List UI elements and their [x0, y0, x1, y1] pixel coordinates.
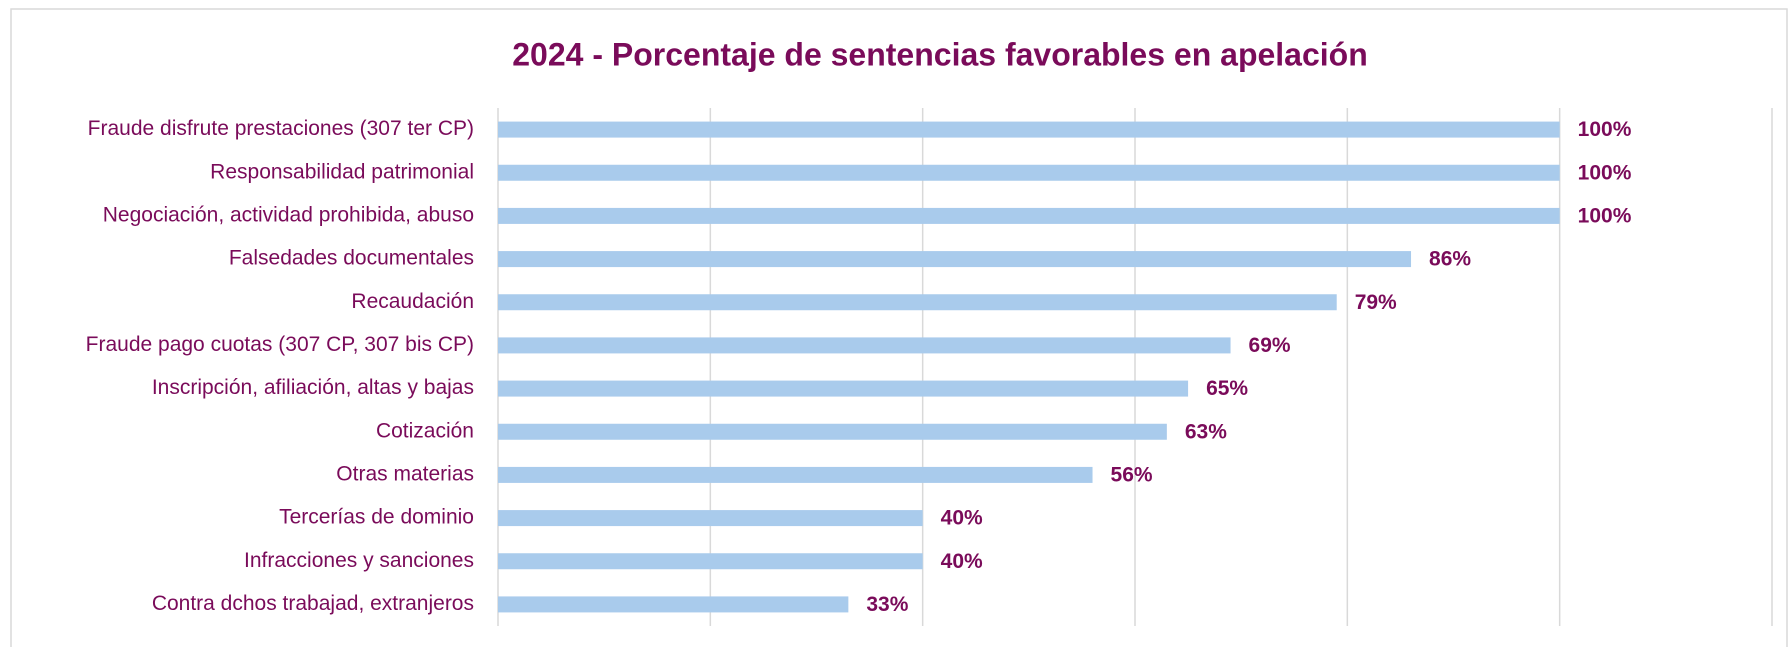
- bar: [498, 337, 1231, 354]
- bar: [498, 164, 1560, 181]
- value-label: 33%: [866, 593, 908, 616]
- bar: [498, 121, 1560, 138]
- bar: [498, 466, 1093, 483]
- category-label: Negociación, actividad prohibida, abuso: [103, 203, 474, 226]
- chart-title: 2024 - Porcentaje de sentencias favorabl…: [512, 36, 1368, 72]
- value-label: 86%: [1429, 248, 1471, 271]
- category-label: Fraude pago cuotas (307 CP, 307 bis CP): [86, 333, 474, 356]
- bar: [498, 294, 1337, 311]
- category-label: Infracciones y sanciones: [244, 549, 474, 572]
- bar: [498, 510, 923, 527]
- category-label: Cotización: [376, 419, 474, 442]
- value-label: 100%: [1578, 204, 1632, 227]
- bar: [498, 553, 923, 570]
- value-label: 40%: [941, 507, 983, 530]
- category-label: Inscripción, afiliación, altas y bajas: [152, 376, 474, 399]
- value-label: 69%: [1249, 334, 1291, 357]
- value-label: 100%: [1578, 161, 1632, 184]
- category-label: Tercerías de dominio: [279, 506, 474, 529]
- value-label: 63%: [1185, 420, 1227, 443]
- bar: [498, 596, 849, 613]
- category-label: Otras materias: [336, 462, 474, 485]
- category-label: Fraude disfrute prestaciones (307 ter CP…: [88, 117, 474, 140]
- category-label: Falsedades documentales: [229, 247, 474, 270]
- category-label: Contra dchos trabajad, extranjeros: [152, 592, 474, 615]
- value-label: 65%: [1206, 377, 1248, 400]
- category-label: Recaudación: [351, 290, 474, 313]
- value-label: 100%: [1578, 118, 1632, 141]
- value-label: 40%: [941, 550, 983, 573]
- value-label: 56%: [1111, 463, 1153, 486]
- chart-frame: [10, 8, 1788, 652]
- bar: [498, 423, 1167, 440]
- value-label: 79%: [1355, 291, 1397, 314]
- bar: [498, 380, 1189, 397]
- bar: [498, 251, 1412, 268]
- category-label: Responsabilidad patrimonial: [210, 160, 474, 183]
- bar: [498, 207, 1560, 224]
